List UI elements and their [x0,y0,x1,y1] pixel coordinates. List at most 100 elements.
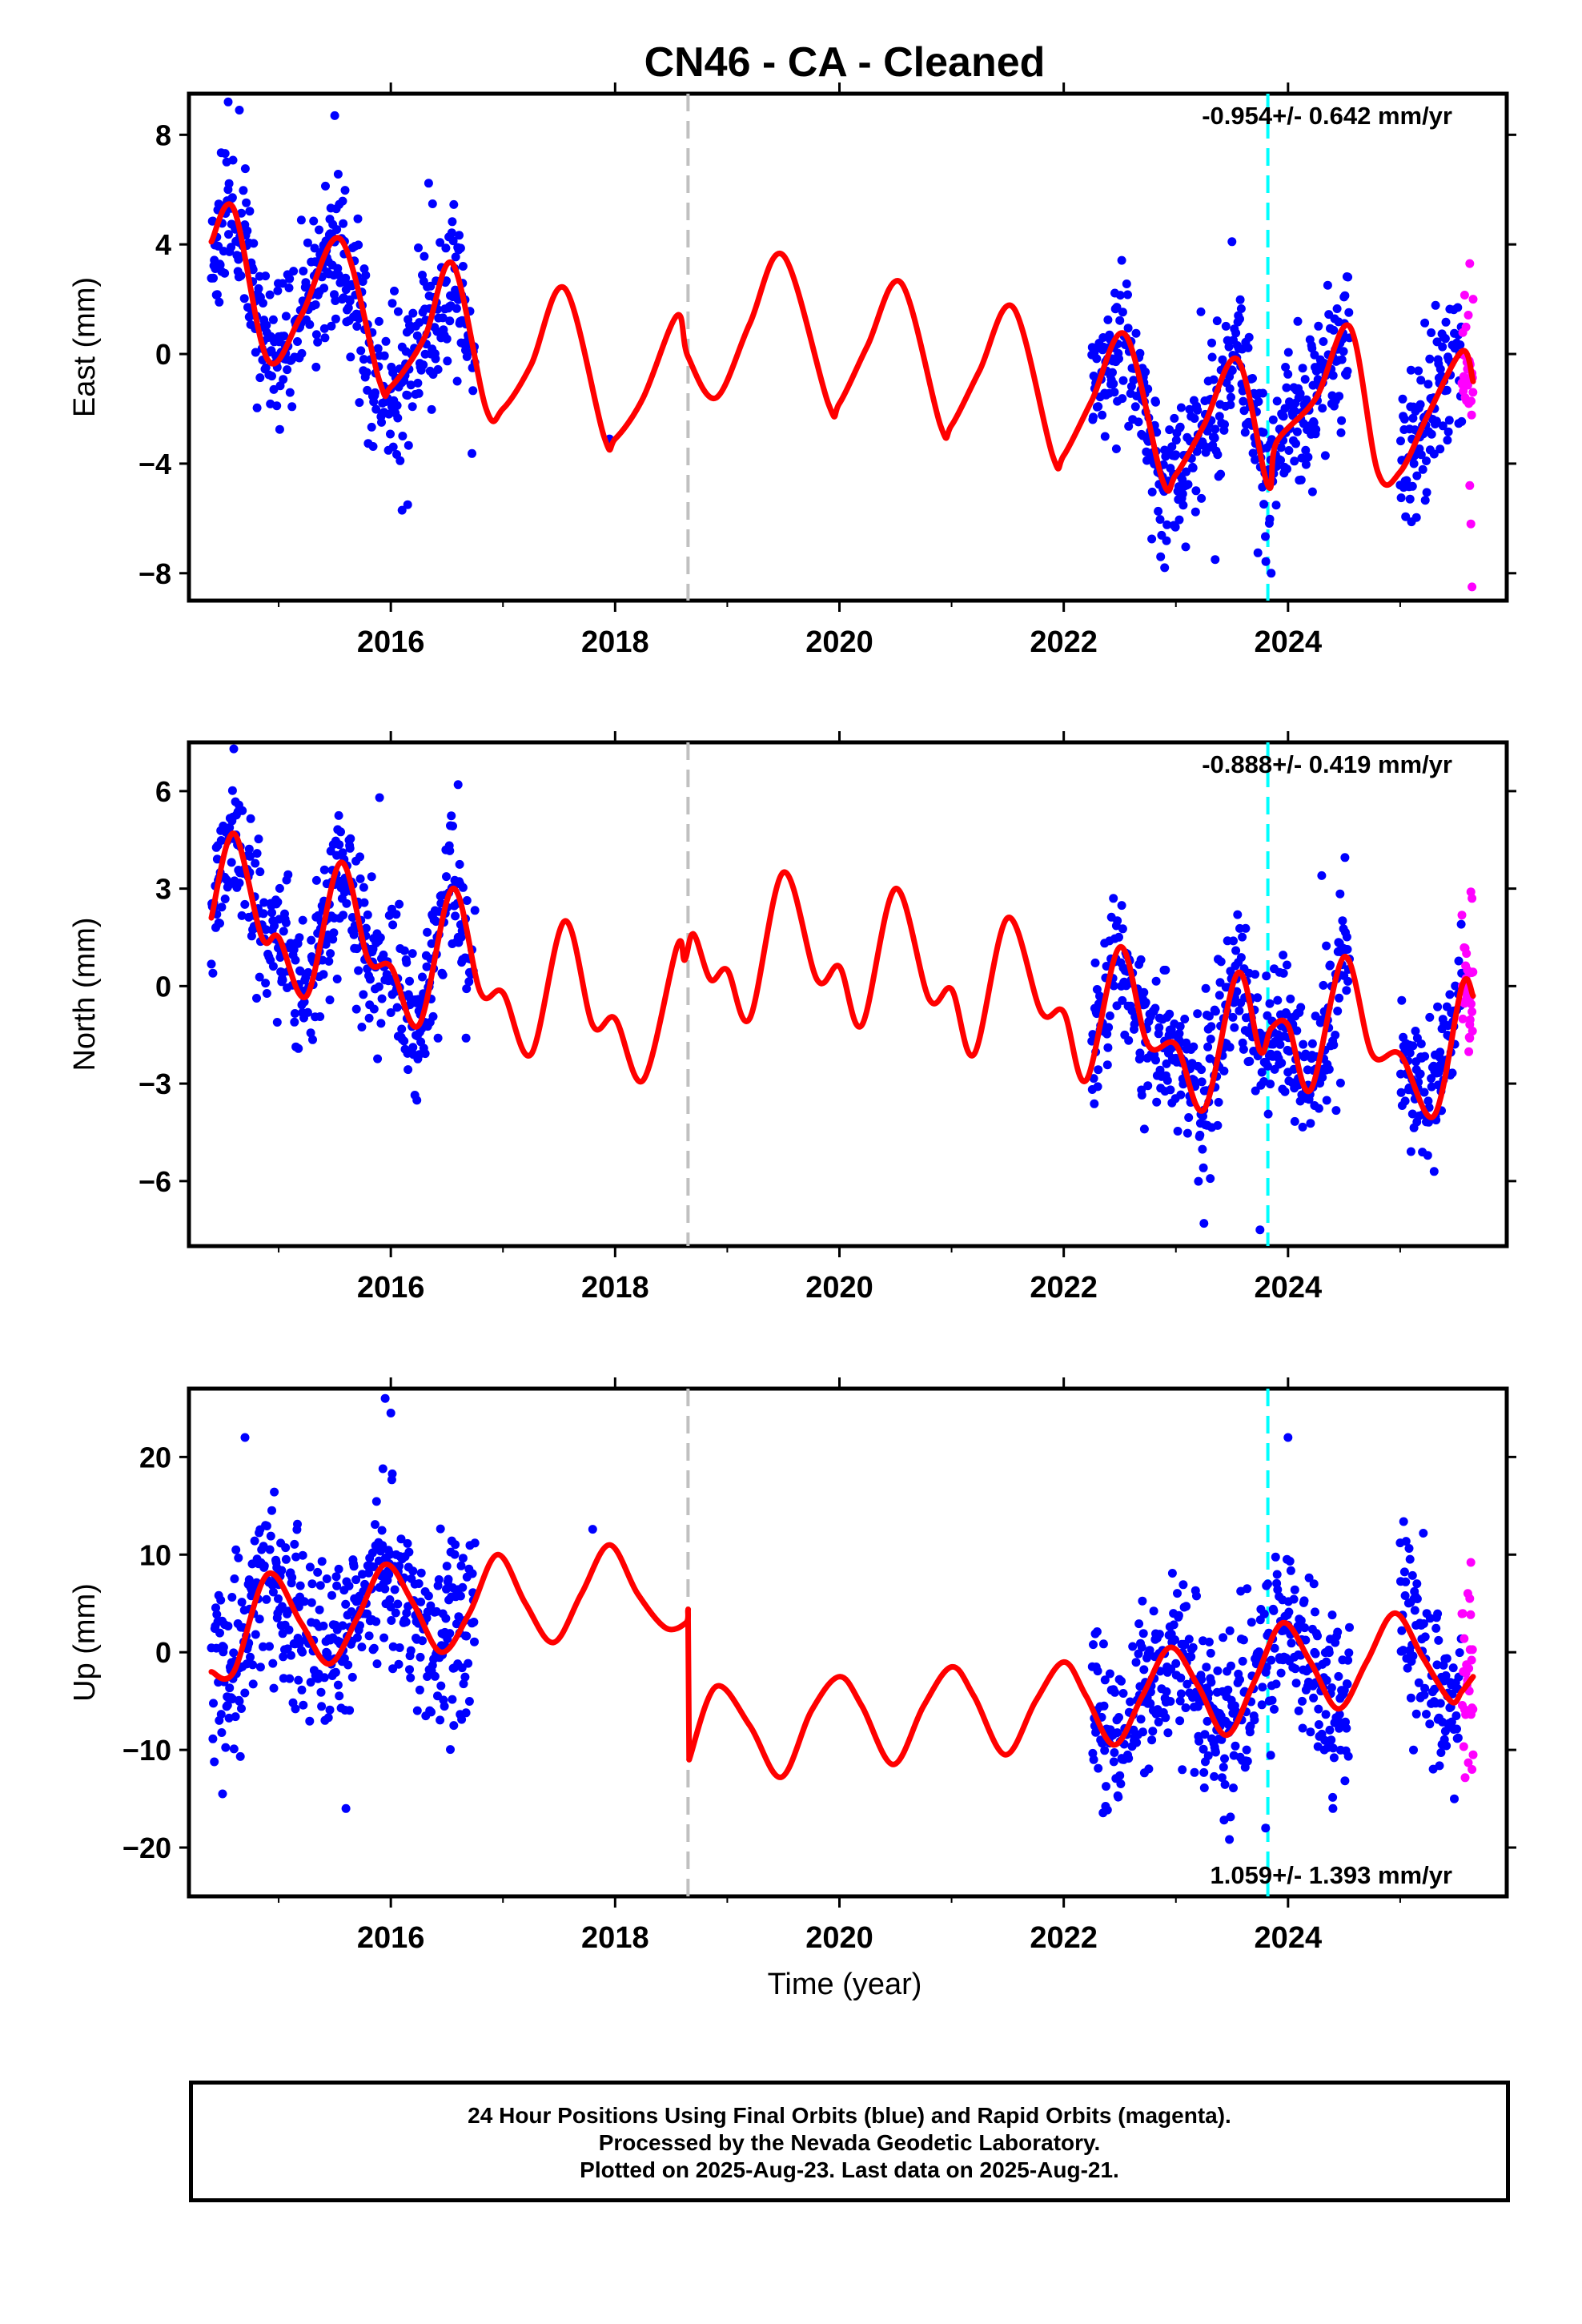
data-point [448,1695,457,1704]
data-point [1296,1616,1306,1626]
data-point [1322,941,1331,951]
data-point [1342,986,1351,995]
data-point [1308,380,1318,390]
data-point [335,1691,344,1701]
data-point [1339,347,1348,356]
data-point [1154,1630,1164,1639]
y-tick-label: −10 [122,1734,171,1767]
data-point [227,1593,237,1602]
data-point [413,378,423,388]
data-point [393,1599,403,1609]
data-point [1435,1047,1445,1057]
data-point [1115,291,1125,300]
data-point [378,1464,387,1474]
data-point [1229,936,1238,946]
data-point [1171,436,1181,445]
data-point [1323,280,1332,290]
data-point [1311,1011,1320,1021]
data-point [1124,1035,1134,1045]
data-point [291,955,300,965]
data-point [246,814,255,823]
data-point [1335,889,1345,899]
data-point [216,1710,226,1719]
data-point [418,972,427,982]
data-point [1137,1091,1146,1100]
data-point [1337,416,1347,425]
data-point [297,1685,307,1695]
data-point [1284,1607,1294,1617]
velocity-rate-label: -0.888+/- 0.419 mm/yr [1202,750,1452,778]
data-point [452,376,462,386]
data-point [1321,1710,1331,1719]
data-point [416,1652,425,1662]
data-point [1139,1665,1149,1675]
data-point [1329,1753,1339,1763]
data-point [1310,350,1319,360]
data-point [268,962,278,971]
data-point [1092,1627,1102,1636]
data-point [261,363,271,372]
data-point [1197,1065,1207,1075]
data-point [1411,1027,1420,1035]
data-point [442,334,452,344]
data-point [380,1584,390,1594]
data-point [464,1659,473,1668]
data-point [462,984,472,994]
data-point [378,1541,387,1550]
data-point [341,1803,351,1813]
data-point [240,1688,250,1698]
data-point [1199,1767,1209,1777]
data-point [1213,1120,1223,1130]
data-point [1165,425,1174,435]
rapid-data-point [1468,1007,1477,1016]
data-point [364,1568,373,1578]
data-point [261,979,271,988]
data-point [1405,494,1415,504]
data-point [1443,427,1453,436]
data-point [252,849,262,858]
data-point [1089,412,1098,422]
data-point [212,290,222,300]
data-point [362,368,371,377]
data-point [424,179,433,188]
data-point [436,238,445,247]
data-point [355,398,364,408]
data-point [1423,380,1433,389]
data-point [1146,1699,1155,1708]
data-point [326,949,335,959]
data-point [1291,1679,1301,1688]
data-point [1335,993,1344,1003]
data-point [1174,1610,1183,1620]
data-point [1406,365,1415,375]
data-point [281,1554,291,1564]
data-point [339,219,348,228]
rapid-data-point [1468,582,1477,592]
data-point [368,442,378,451]
data-point [390,1585,400,1594]
data-point [246,1652,255,1662]
data-point [1162,1059,1171,1068]
data-point [1251,1086,1260,1096]
data-point [1092,985,1102,994]
data-point [1235,314,1244,324]
data-point [1215,978,1225,987]
data-point [320,333,330,343]
data-point [1233,910,1243,919]
data-point [340,186,350,195]
data-point [1343,1679,1352,1689]
data-point [1166,1085,1175,1095]
data-point [237,1598,247,1607]
data-point [1098,410,1107,420]
data-point [1108,368,1117,377]
data-point [1118,308,1127,317]
data-point [327,321,336,331]
rapid-data-point [1464,311,1473,320]
data-point [1277,1058,1287,1068]
data-point [401,1617,411,1626]
data-point [1225,1043,1235,1052]
data-point [427,1707,436,1717]
data-point [1300,1623,1310,1633]
data-point [224,179,234,188]
data-point [1344,308,1354,317]
data-point [281,1543,291,1553]
